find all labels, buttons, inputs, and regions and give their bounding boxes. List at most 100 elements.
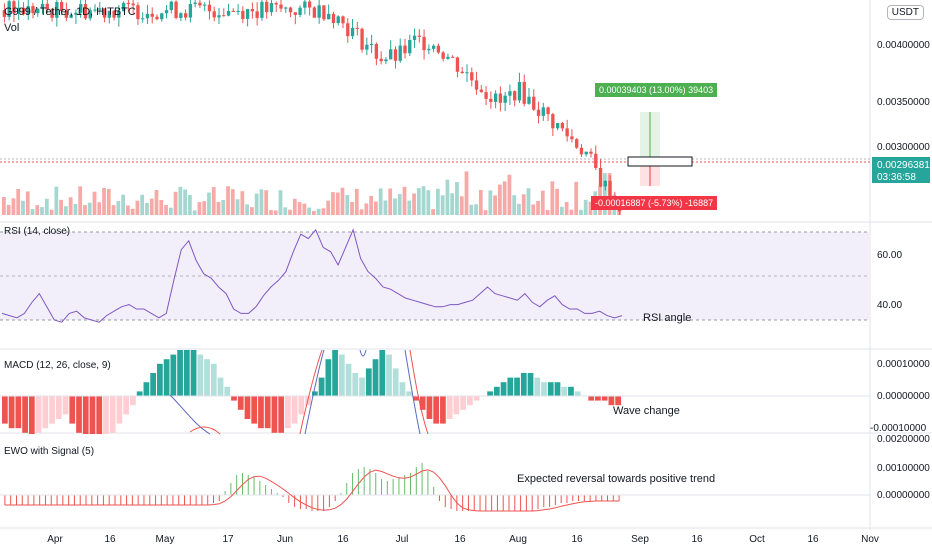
candle bbox=[26, 6, 30, 15]
volume-bar bbox=[307, 207, 311, 215]
macd-histogram-bar bbox=[615, 396, 621, 406]
volume-bar bbox=[388, 188, 393, 215]
volume-bar bbox=[188, 194, 192, 215]
candle bbox=[98, 8, 102, 10]
macd-histogram-bar bbox=[312, 391, 318, 396]
macd-histogram-bar bbox=[534, 377, 541, 396]
volume-bar bbox=[192, 210, 197, 215]
macd-histogram-bar bbox=[35, 396, 42, 433]
candle bbox=[369, 44, 374, 46]
macd-histogram-bar bbox=[278, 396, 285, 433]
candle bbox=[88, 10, 92, 19]
macd-histogram-bar bbox=[49, 396, 55, 424]
time-tick: 17 bbox=[222, 534, 234, 545]
candle bbox=[260, 1, 264, 18]
ewo-annotation: Expected reversal towards positive trend bbox=[517, 473, 716, 485]
macd-histogram-bar bbox=[608, 396, 615, 406]
volume-bar bbox=[445, 179, 450, 215]
candle bbox=[360, 28, 364, 50]
macd-histogram-bar bbox=[426, 396, 433, 419]
candle bbox=[17, 7, 21, 14]
volume-bar bbox=[207, 192, 211, 215]
macd-histogram-bar bbox=[574, 391, 581, 396]
ewo-signal-line bbox=[4, 469, 620, 512]
last-price-countdown: 03:36:58 bbox=[877, 172, 916, 183]
currency-button[interactable]: USDT bbox=[886, 5, 924, 20]
volume-bar bbox=[121, 194, 125, 215]
candle bbox=[160, 13, 164, 20]
volume-bar bbox=[407, 200, 412, 215]
macd-histogram-bar bbox=[460, 396, 466, 410]
volume-bar bbox=[574, 181, 579, 215]
volume-bar bbox=[383, 200, 388, 215]
candle bbox=[417, 35, 421, 37]
candle bbox=[217, 15, 221, 18]
candle bbox=[365, 44, 369, 50]
volume-bar bbox=[421, 186, 426, 215]
candle bbox=[155, 16, 159, 20]
candle bbox=[431, 45, 436, 49]
symbol-title[interactable]: G999 / Tether, 1D, HITBTC bbox=[4, 6, 136, 18]
volume-bar bbox=[130, 208, 135, 215]
ewo-tick-2: 0.00200000 bbox=[877, 434, 930, 445]
volume-bar bbox=[331, 192, 335, 215]
macd-histogram-bar bbox=[177, 350, 183, 396]
macd-histogram-bar bbox=[210, 363, 217, 396]
macd-line-3 bbox=[404, 349, 421, 435]
macd-histogram-bar bbox=[170, 354, 177, 396]
candle bbox=[207, 4, 212, 12]
volume-bar bbox=[369, 195, 373, 215]
volume-bar bbox=[316, 208, 321, 215]
candle bbox=[193, 2, 197, 5]
rsi-pane bbox=[0, 228, 870, 323]
candle bbox=[532, 96, 536, 110]
volume-bar bbox=[588, 201, 593, 215]
time-tick: Jun bbox=[277, 534, 293, 545]
candle bbox=[212, 11, 216, 18]
volume-bar bbox=[68, 197, 73, 215]
ewo-pane bbox=[0, 463, 870, 512]
volume-bar bbox=[216, 202, 221, 215]
macd-pane bbox=[0, 349, 870, 435]
candle bbox=[222, 15, 226, 17]
macd-histogram-bar bbox=[345, 363, 352, 396]
volume-bar bbox=[464, 171, 469, 215]
candle bbox=[269, 3, 274, 13]
candle bbox=[331, 13, 336, 24]
rsi-pane-label: RSI (14, close) bbox=[4, 226, 71, 237]
volume-bar bbox=[326, 200, 331, 215]
candle bbox=[183, 13, 188, 18]
rsi-tick-60: 60.00 bbox=[877, 250, 902, 261]
candle bbox=[145, 13, 150, 19]
macd-histogram-bar bbox=[285, 396, 291, 429]
candle bbox=[36, 8, 40, 14]
volume-bar bbox=[40, 207, 44, 215]
volume-bar bbox=[292, 198, 297, 215]
candle bbox=[250, 9, 255, 12]
volume-bar bbox=[354, 188, 359, 215]
volume-bar bbox=[550, 181, 555, 215]
volume-bar bbox=[254, 193, 259, 215]
volume-bar bbox=[545, 209, 550, 215]
price-tick-3: 0.00300000 bbox=[877, 142, 930, 153]
candle bbox=[12, 1, 16, 14]
time-tick: 16 bbox=[807, 534, 819, 545]
candle bbox=[455, 57, 460, 72]
volume-bar bbox=[474, 204, 478, 215]
macd-histogram-bar bbox=[183, 350, 190, 396]
volume-bar bbox=[178, 186, 183, 215]
time-tick: Nov bbox=[861, 534, 879, 545]
candle bbox=[560, 123, 565, 129]
time-tick: 16 bbox=[571, 534, 583, 545]
macd-histogram-bar bbox=[291, 396, 298, 424]
candle bbox=[579, 147, 584, 155]
candle bbox=[64, 10, 69, 18]
volume-bar bbox=[440, 195, 445, 215]
candle bbox=[513, 91, 517, 101]
macd-histogram-bar bbox=[554, 382, 561, 396]
volume-bar bbox=[564, 202, 569, 215]
volume-bar bbox=[273, 210, 278, 215]
candle bbox=[374, 44, 379, 59]
volume-bar bbox=[116, 200, 121, 215]
candle bbox=[379, 58, 383, 62]
